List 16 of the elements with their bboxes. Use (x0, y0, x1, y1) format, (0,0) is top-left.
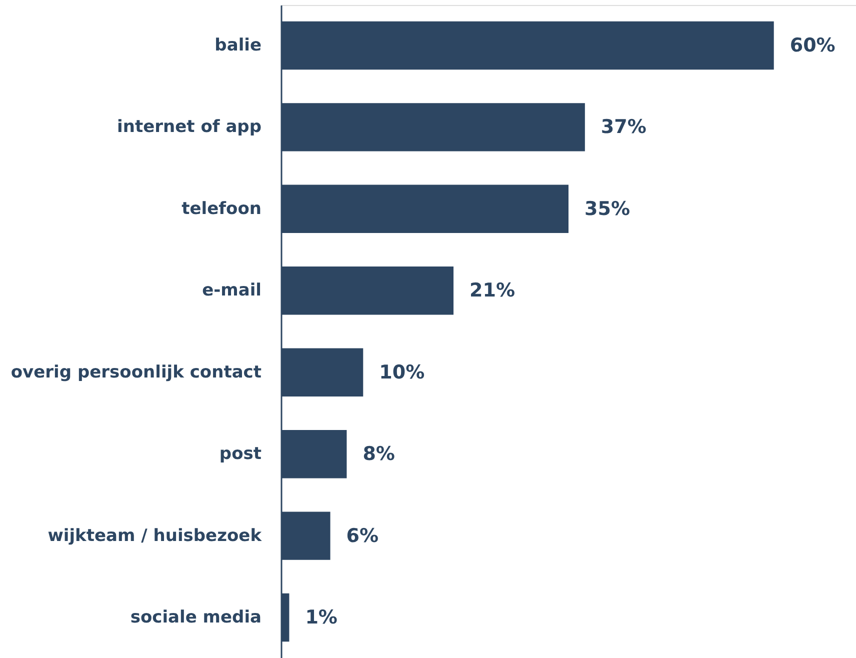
data-label: 37% (600, 116, 646, 138)
data-label: 6% (346, 524, 379, 547)
y-tick-label: telefoon (182, 198, 262, 219)
data-label: 8% (362, 443, 395, 466)
data-label: 35% (584, 198, 630, 220)
y-tick-label: wijkteam / huisbezoek (48, 526, 262, 546)
data-label: 1% (305, 606, 338, 629)
y-tick-label: sociale media (130, 608, 262, 628)
data-label: 10% (379, 361, 425, 384)
y-tick-label: internet of app (117, 117, 262, 138)
data-label: 60% (790, 34, 836, 56)
data-label: 21% (470, 280, 515, 302)
y-tick-label: e-mail (202, 280, 262, 301)
y-tick-label: post (219, 444, 262, 464)
y-tick-label: overig persoonlijk contact (10, 362, 262, 382)
y-tick-label: balie (214, 35, 262, 56)
